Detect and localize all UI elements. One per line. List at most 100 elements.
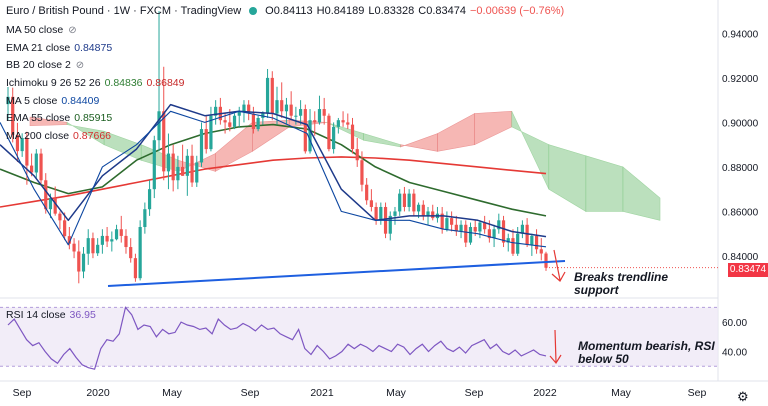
legend-ma5-value: 0.84409 (61, 95, 100, 107)
price-tick-label: 0.84000 (722, 252, 759, 263)
candle-body (497, 220, 501, 230)
candle-body (100, 235, 104, 245)
candle-body (506, 238, 510, 243)
legend-ema21[interactable]: EMA 21 close 0.84875 (6, 42, 112, 54)
eye-hidden-icon[interactable]: ⊘ (75, 60, 85, 71)
candle-body (398, 193, 402, 212)
legend-ma200-label: MA 200 close (6, 130, 70, 142)
ma200-line (0, 156, 547, 208)
candle-body (133, 258, 138, 279)
ema21-line (0, 103, 547, 238)
candle-body (341, 120, 345, 123)
candle-body (322, 109, 326, 116)
legend-ma50[interactable]: MA 50 close ⊘ (6, 24, 77, 36)
candle-body (355, 149, 359, 161)
candle-body (265, 77, 270, 114)
candle-body (501, 220, 506, 243)
candle-body (445, 218, 449, 230)
candle-body (190, 155, 194, 183)
candle-body (96, 244, 100, 254)
candle-body (237, 111, 241, 116)
legend-bb20[interactable]: BB 20 close 2 ⊘ (6, 59, 84, 71)
legend-ma5[interactable]: MA 5 close 0.84409 (6, 95, 99, 107)
candle-body (143, 209, 147, 228)
candle-body (327, 115, 331, 150)
ma5-line (0, 110, 547, 248)
candle-body (181, 166, 185, 176)
candle-body (72, 243, 76, 252)
candle-body (105, 235, 109, 242)
ichimoku-cloud-segment (511, 111, 550, 190)
legend-ema55[interactable]: EMA 55 close 0.85915 (6, 112, 112, 124)
candle-body (77, 251, 81, 272)
candle-body (468, 227, 473, 243)
time-tick-label: Sep (241, 387, 260, 399)
candle-body (298, 109, 303, 116)
open-value: O0.84113 (265, 5, 313, 17)
candle-body (247, 104, 251, 114)
candle-body (459, 224, 463, 232)
symbol-header: Euro / British Pound · 1W · FXCM · Tradi… (6, 5, 564, 17)
candle-body (511, 238, 515, 254)
candle-body (48, 198, 53, 210)
candle-body (124, 235, 128, 248)
candle-body (492, 229, 496, 239)
price-tick-label: 0.88000 (722, 163, 759, 174)
ichimoku-cloud-segment (474, 110, 513, 146)
candle-body (365, 184, 369, 201)
candle-body (67, 236, 71, 244)
candle-body (256, 117, 260, 130)
candle-body (360, 160, 364, 185)
candle-body (138, 227, 142, 279)
candle-body (129, 247, 133, 259)
candle-body (346, 122, 350, 125)
candle-body (29, 165, 34, 173)
candle-body (223, 120, 227, 123)
candle-body (110, 239, 114, 242)
legend-ma5-label: MA 5 close (6, 95, 58, 107)
candle-body (478, 222, 482, 232)
time-tick-label: May (162, 387, 183, 399)
candle-body (483, 222, 487, 230)
candle-body (308, 120, 312, 152)
candle-body (86, 238, 90, 254)
candle-body (421, 204, 425, 216)
candle-body (416, 204, 421, 212)
candle-body (313, 120, 317, 123)
ichimoku-cloud-segment (326, 122, 364, 141)
candle-body (294, 115, 298, 117)
candle-body (332, 126, 336, 150)
candle-body (379, 206, 383, 221)
trendline-annotation-line1: Breaks trendline (574, 270, 669, 284)
eye-hidden-icon[interactable]: ⊘ (68, 25, 77, 36)
time-tick-label: 2021 (310, 387, 334, 399)
legend-rsi-value: 36.95 (69, 309, 96, 321)
ichimoku-cloud-segment (437, 113, 476, 152)
candle-body (393, 211, 397, 216)
legend-ema21-label: EMA 21 close (6, 42, 71, 54)
legend-ichimoku[interactable]: Ichimoku 9 26 52 26 0.84836 0.86849 (6, 77, 185, 89)
close-value: C0.83474 (418, 5, 466, 17)
candle-body (147, 189, 152, 210)
legend-rsi[interactable]: RSI 14 close 36.95 (6, 309, 96, 321)
candle-body (58, 213, 62, 221)
candle-body (440, 213, 444, 230)
time-tick-label: Sep (13, 387, 32, 399)
candle-body (81, 253, 86, 272)
ichimoku-cloud-segment (622, 166, 661, 221)
candle-body (431, 211, 435, 219)
legend-bb20-label: BB 20 close 2 (6, 59, 71, 71)
candle-body (152, 140, 156, 190)
change-value: −0.00639 (−0.76%) (470, 5, 565, 17)
legend-ma200[interactable]: MA 200 close 0.87666 (6, 130, 111, 142)
gear-icon[interactable]: ⚙ (737, 389, 749, 404)
candle-body (204, 129, 208, 150)
candle-body (539, 249, 543, 254)
candle-body (157, 111, 161, 141)
legend-ichimoku-label: Ichimoku 9 26 52 26 (6, 77, 101, 89)
candle-body (91, 238, 95, 254)
candle-body (209, 115, 213, 150)
candle-body (270, 77, 274, 114)
candle-body (402, 193, 407, 207)
